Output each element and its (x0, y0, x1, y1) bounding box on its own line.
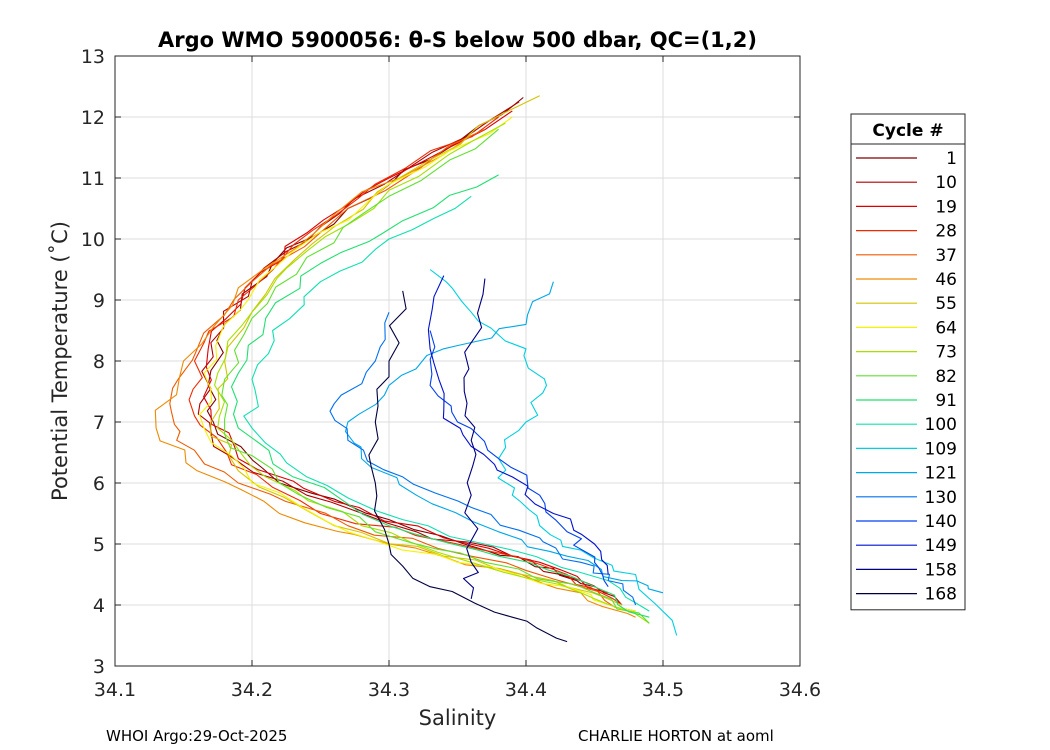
y-tick-label: 3 (93, 656, 105, 678)
series-line-cycle-140 (429, 330, 609, 588)
y-tick-label: 11 (81, 168, 105, 190)
axis-ticks: 34.1 34.2 34.3 34.4 34.5 34.6 3 4 5 6 7 8 9 10 11 12 13 (81, 46, 821, 701)
y-tick-label: 8 (93, 351, 105, 373)
series-line-cycle-168 (368, 290, 568, 643)
y-tick-label: 9 (93, 290, 105, 312)
x-tick-label: 34.5 (642, 679, 684, 701)
series-line-cycle-37 (169, 128, 636, 612)
legend-box (850, 113, 966, 611)
series-line-cycle-28 (188, 116, 623, 606)
x-tick-label: 34.2 (231, 679, 273, 701)
series-line-cycle-130 (329, 311, 637, 606)
y-tick-label: 5 (93, 534, 105, 556)
series-line-cycle-55 (210, 95, 623, 606)
legend-label-158: 158 (925, 560, 957, 580)
legend-label-82: 82 (935, 367, 957, 387)
plot-area (154, 95, 678, 643)
legend-label-149: 149 (925, 536, 957, 556)
y-tick-label: 7 (93, 412, 105, 434)
series-line-cycle-100 (243, 195, 650, 612)
legend: Cycle #1 10 19 28 37 46 55 64 73 82 91 100 109 121 130… (850, 113, 966, 611)
footer-right-text: CHARLIE HORTON at aoml (578, 727, 774, 745)
series-line-cycle-19 (203, 110, 609, 594)
legend-label-55: 55 (935, 294, 957, 314)
legend-title: Cycle # (872, 121, 943, 141)
legend-label-121: 121 (925, 464, 957, 484)
legend-label-168: 168 (925, 585, 957, 605)
legend-label-37: 37 (935, 246, 957, 266)
series-line-cycle-64 (198, 116, 636, 612)
legend-label-109: 109 (925, 439, 957, 459)
legend-label-10: 10 (935, 173, 957, 193)
series-line-cycle-149 (427, 275, 609, 575)
x-tick-label: 34.6 (779, 679, 821, 701)
y-tick-label: 12 (81, 107, 105, 129)
legend-label-1: 1 (946, 149, 957, 169)
legend-label-100: 100 (925, 415, 957, 435)
y-tick-label: 10 (81, 229, 105, 251)
chart-title: Argo WMO 5900056: θ-S below 500 dbar, QC… (158, 28, 757, 52)
legend-label-91: 91 (935, 391, 957, 411)
y-tick-label: 4 (93, 595, 105, 617)
series-line-cycle-158 (462, 278, 486, 600)
legend-label-28: 28 (935, 222, 957, 242)
x-tick-label: 34.1 (94, 679, 136, 701)
series-line-cycle-121 (344, 281, 664, 594)
x-tick-label: 34.3 (368, 679, 410, 701)
y-tick-label: 6 (93, 473, 105, 495)
x-tick-label: 34.4 (505, 679, 547, 701)
series-line-cycle-73 (214, 122, 650, 624)
footer-left-text: WHOI Argo:29-Oct-2025 (106, 727, 287, 745)
y-axis-label: Potential Temperature (˚C) (48, 221, 72, 501)
legend-label-46: 46 (935, 270, 957, 290)
series-line-cycle-91 (230, 174, 650, 618)
legend-label-130: 130 (925, 488, 957, 508)
y-tick-label: 13 (81, 46, 105, 68)
x-axis-label: Salinity (419, 706, 497, 730)
legend-label-64: 64 (935, 318, 957, 338)
legend-label-140: 140 (925, 512, 957, 532)
legend-label-73: 73 (935, 343, 957, 363)
legend-label-19: 19 (935, 197, 957, 217)
series-line-cycle-82 (221, 128, 650, 624)
series-line-cycle-46 (154, 134, 636, 618)
